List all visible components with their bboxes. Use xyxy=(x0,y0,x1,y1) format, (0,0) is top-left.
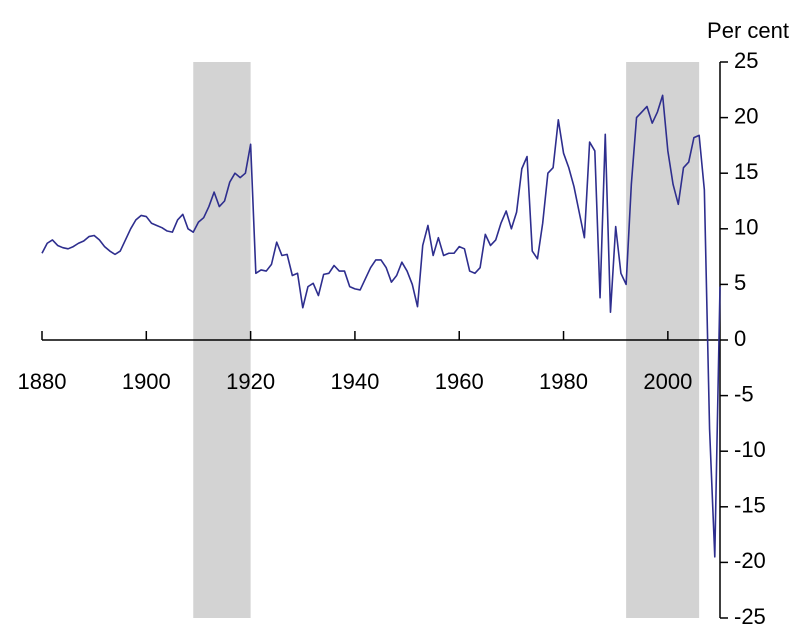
x-tick-label: 1920 xyxy=(226,369,275,394)
x-tick-label: 2000 xyxy=(643,369,692,394)
y-tick-label: -10 xyxy=(734,437,766,462)
y-tick-label: -15 xyxy=(734,493,766,518)
x-tick-label: 1940 xyxy=(330,369,379,394)
x-tick-label: 1960 xyxy=(435,369,484,394)
x-tick-label: 1980 xyxy=(539,369,588,394)
y-tick-label: 5 xyxy=(734,270,746,295)
y-tick-label: 0 xyxy=(734,326,746,351)
data-line xyxy=(41,94,721,558)
y-axis-label: Per cent xyxy=(707,18,789,43)
y-tick-label: -20 xyxy=(734,548,766,573)
x-tick-label: 1900 xyxy=(122,369,171,394)
y-tick-label: 25 xyxy=(734,48,758,73)
y-tick-label: -5 xyxy=(734,381,754,406)
y-tick-label: -25 xyxy=(734,604,766,629)
x-tick-label: 1880 xyxy=(18,369,67,394)
y-tick-label: 20 xyxy=(734,103,758,128)
y-tick-label: 15 xyxy=(734,159,758,184)
y-tick-label: 10 xyxy=(734,215,758,240)
